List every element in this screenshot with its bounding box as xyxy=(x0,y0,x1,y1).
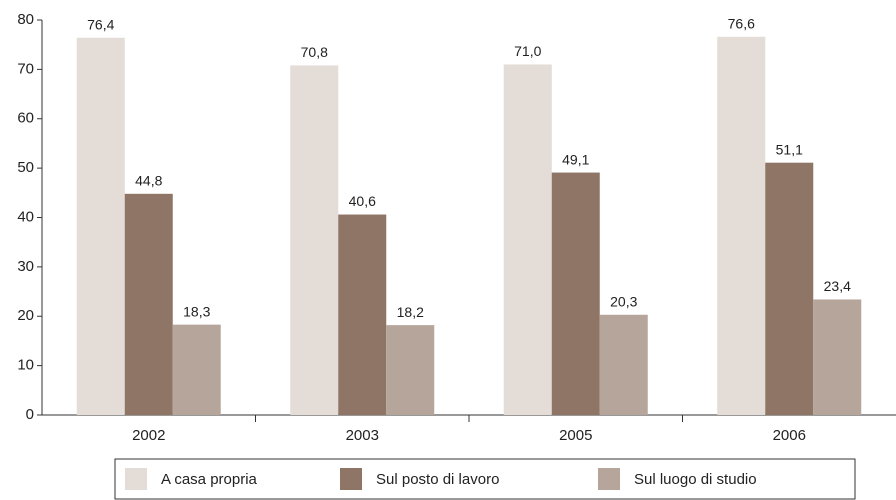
x-tick-label: 2005 xyxy=(559,427,592,444)
value-label: 18,2 xyxy=(397,304,424,320)
bar xyxy=(765,162,814,415)
bar xyxy=(338,214,387,415)
x-tick-label: 2002 xyxy=(132,427,165,444)
value-label: 18,3 xyxy=(183,303,210,319)
y-tick-label: 0 xyxy=(26,406,34,423)
legend-label: Sul posto di lavoro xyxy=(376,471,499,488)
value-label: 76,6 xyxy=(728,15,755,31)
bar xyxy=(172,324,221,415)
bar xyxy=(551,172,600,415)
bar xyxy=(124,193,173,415)
y-tick-label: 10 xyxy=(17,357,34,374)
y-tick-label: 50 xyxy=(17,159,34,176)
bar xyxy=(76,37,125,416)
value-label: 44,8 xyxy=(135,173,162,189)
bar xyxy=(813,299,862,415)
y-tick-label: 70 xyxy=(17,60,34,77)
x-tick-label: 2006 xyxy=(773,427,806,444)
value-label: 51,1 xyxy=(776,141,803,157)
y-tick-label: 20 xyxy=(17,307,34,324)
value-label: 20,3 xyxy=(610,293,637,309)
bar xyxy=(386,325,435,415)
legend-label: Sul luogo di studio xyxy=(634,471,757,488)
legend-swatch xyxy=(125,468,147,490)
value-label: 71,0 xyxy=(514,43,541,59)
bar xyxy=(290,65,339,416)
legend-label: A casa propria xyxy=(161,471,258,488)
legend-swatch xyxy=(340,468,362,490)
legend-swatch xyxy=(598,468,620,490)
y-tick-label: 60 xyxy=(17,110,34,127)
x-tick-label: 2003 xyxy=(346,427,379,444)
value-label: 49,1 xyxy=(562,151,589,167)
value-label: 23,4 xyxy=(824,278,851,294)
value-label: 76,4 xyxy=(87,16,114,32)
value-label: 40,6 xyxy=(349,193,376,209)
y-tick-label: 30 xyxy=(17,258,34,275)
bar xyxy=(717,36,766,415)
bar xyxy=(503,64,552,415)
bar xyxy=(599,314,648,415)
y-tick-label: 40 xyxy=(17,208,34,225)
y-tick-label: 80 xyxy=(17,11,34,28)
legend-box xyxy=(114,458,856,500)
value-label: 70,8 xyxy=(301,44,328,60)
